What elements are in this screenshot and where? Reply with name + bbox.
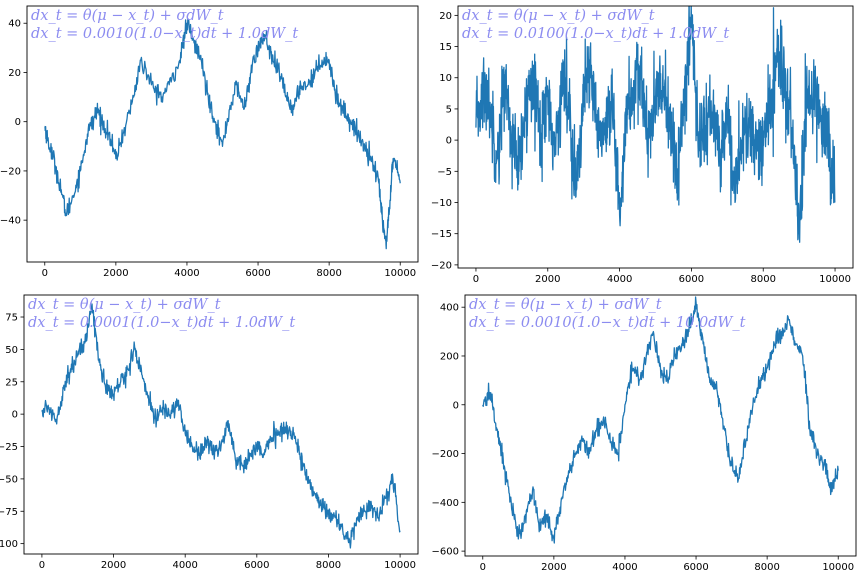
x-tick-label: 8000 [316, 268, 341, 279]
y-tick-label: 5 [446, 104, 452, 115]
x-tick-label: 2000 [541, 562, 566, 571]
series-line [41, 303, 401, 549]
equation-line-1: dx_t = θ(μ − x_t) + σdW_t [31, 8, 224, 24]
series-line [482, 296, 839, 544]
y-tick-label: 0 [446, 136, 452, 147]
equation-line-2: dx_t = 0.0001(1.0−x_t)dt + 1.0dW_t [28, 315, 295, 331]
x-tick-label: 10000 [384, 268, 416, 279]
y-tick-label: 15 [439, 42, 452, 53]
x-tick-label: 10000 [819, 274, 851, 285]
plot-frame [26, 5, 419, 263]
y-tick-label: 0 [15, 117, 21, 128]
y-tick-label: 25 [5, 377, 18, 388]
equation-line-1: dx_t = θ(μ − x_t) + σdW_t [462, 8, 655, 24]
equation-line-1: dx_t = θ(μ − x_t) + σdW_t [28, 297, 221, 313]
y-tick-label: 40 [8, 19, 21, 30]
y-tick-label: −20 [0, 166, 21, 177]
plot-frame [464, 294, 857, 557]
y-tick-label: 50 [5, 345, 18, 356]
chart-4: 0 2000 4000 6000 8000 10000 −600 −400 −200 0 200 40… [432, 294, 857, 573]
y-tick-label: 20 [8, 68, 21, 79]
x-tick-label: 8000 [316, 560, 341, 571]
series-line [44, 17, 401, 250]
plot-frame [23, 294, 419, 555]
plot-frame [457, 5, 854, 269]
x-tick-label: 0 [480, 562, 486, 571]
x-tick-label: 8000 [754, 562, 779, 571]
chart-1: 0 2000 4000 6000 8000 10000 −40 −20 0 20 40 dx_t = … [0, 5, 419, 279]
x-tick-label: 10000 [384, 560, 416, 571]
y-tick-label: −10 [431, 198, 452, 209]
equation-line-2: dx_t = 0.0010(1.0−x_t)dt + 1.0dW_t [31, 26, 298, 42]
x-tick-label: 0 [42, 268, 48, 279]
y-tick-label: −75 [0, 507, 18, 518]
x-tick-label: 6000 [244, 560, 269, 571]
x-tick-label: 0 [39, 560, 45, 571]
x-tick-label: 6000 [245, 268, 270, 279]
y-tick-label: 10 [439, 73, 452, 84]
y-tick-label: −600 [432, 547, 459, 558]
x-tick-label: 2000 [101, 560, 126, 571]
y-tick-label: 20 [439, 11, 452, 22]
y-tick-label: −100 [0, 539, 18, 550]
x-tick-label: 4000 [612, 562, 637, 571]
y-tick-label: −15 [431, 229, 452, 240]
x-tick-label: 4000 [172, 560, 197, 571]
x-tick-label: 6000 [683, 562, 708, 571]
x-tick-label: 2000 [535, 274, 560, 285]
y-tick-label: −20 [431, 260, 452, 271]
x-tick-label: 8000 [751, 274, 776, 285]
equation-line-2: dx_t = 0.0010(1.0−x_t)dt + 10.0dW_t [469, 315, 746, 331]
y-tick-label: −200 [432, 449, 459, 460]
y-tick-label: 0 [453, 400, 459, 411]
x-tick-label: 4000 [174, 268, 199, 279]
x-tick-label: 6000 [679, 274, 704, 285]
series-line [475, 6, 836, 243]
y-tick-label: −400 [432, 498, 459, 509]
y-tick-label: 400 [440, 303, 459, 314]
y-tick-label: 0 [12, 410, 18, 421]
chart-2: 0 2000 4000 6000 8000 10000 −20 −15 −10 −5 0 5 10 15 2… [431, 5, 854, 285]
y-tick-label: −5 [437, 167, 452, 178]
equation-line-1: dx_t = θ(μ − x_t) + σdW_t [469, 297, 662, 313]
x-tick-label: 0 [473, 274, 479, 285]
y-tick-label: 75 [5, 313, 18, 324]
chart-3: 0 2000 4000 6000 8000 10000 −100 −75 −50 −25 0 25 50… [0, 294, 419, 571]
y-tick-label: 200 [440, 351, 459, 362]
y-tick-label: −25 [0, 442, 18, 453]
equation-line-2: dx_t = 0.0100(1.0−x_t)dt + 1.0dW_t [462, 26, 729, 42]
y-tick-label: −40 [0, 216, 21, 227]
y-tick-label: −50 [0, 474, 18, 485]
x-tick-label: 2000 [103, 268, 128, 279]
x-tick-label: 4000 [607, 274, 632, 285]
x-tick-label: 10000 [822, 562, 854, 571]
